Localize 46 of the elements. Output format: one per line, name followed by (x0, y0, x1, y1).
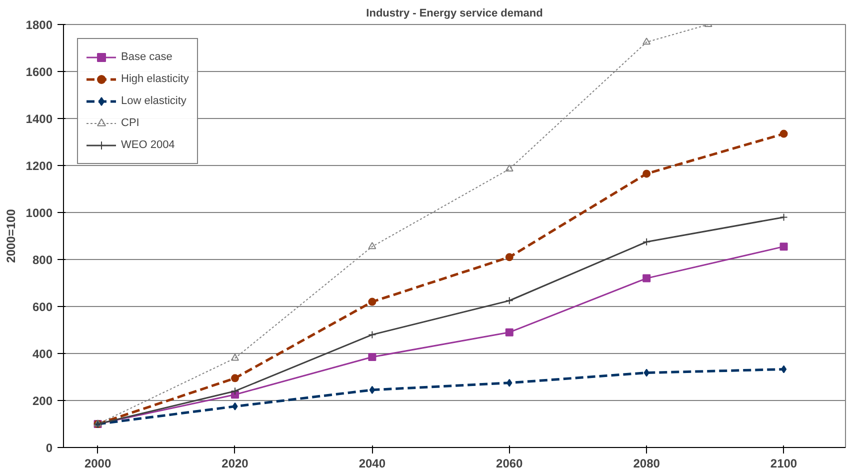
point (642, 274, 651, 282)
x-tick-label: 2060 (496, 456, 524, 470)
point (780, 365, 787, 374)
legend-label: High elasticity (121, 73, 189, 85)
legend-label: WEO 2004 (121, 139, 175, 151)
y-tick-label: 600 (32, 300, 53, 314)
y-tick-label: 200 (32, 394, 53, 408)
y-tick-label: 1600 (26, 65, 53, 79)
point (230, 387, 239, 396)
point (780, 213, 788, 222)
point (780, 130, 788, 138)
point (505, 328, 514, 336)
point (505, 253, 514, 262)
y-axis-title: 2000=100 (4, 208, 18, 263)
y-tick-label: 400 (32, 347, 53, 361)
point (642, 170, 651, 178)
point (230, 354, 239, 361)
point (368, 353, 376, 362)
x-tick-label: 2100 (770, 456, 798, 470)
point (368, 298, 376, 306)
point (232, 402, 238, 410)
point (642, 38, 651, 45)
x-tick-label: 2000 (84, 456, 112, 470)
legend-label: CPI (121, 117, 140, 129)
point (369, 386, 376, 394)
point (368, 242, 376, 250)
x-tick-label: 2020 (222, 456, 249, 470)
x-tick-label: 2080 (633, 456, 660, 470)
chart-title: Industry - Energy service demand (366, 8, 543, 20)
point (505, 164, 514, 172)
y-tick-label: 800 (32, 253, 53, 267)
y-tick-label: 1400 (26, 112, 53, 126)
point (644, 368, 650, 377)
point (230, 374, 239, 382)
y-tick-label: 1200 (26, 159, 53, 173)
y-tick-label: 1800 (26, 18, 53, 32)
point (368, 330, 376, 339)
point (506, 378, 512, 387)
y-tick-label: 0 (46, 441, 53, 455)
x-tick-label: 2040 (358, 456, 386, 470)
legend-label: Low elasticity (121, 95, 186, 107)
point (780, 242, 788, 251)
legend-label: Base case (121, 51, 172, 63)
point (642, 238, 651, 246)
y-tick-label: 1000 (26, 206, 53, 220)
point (505, 296, 514, 305)
